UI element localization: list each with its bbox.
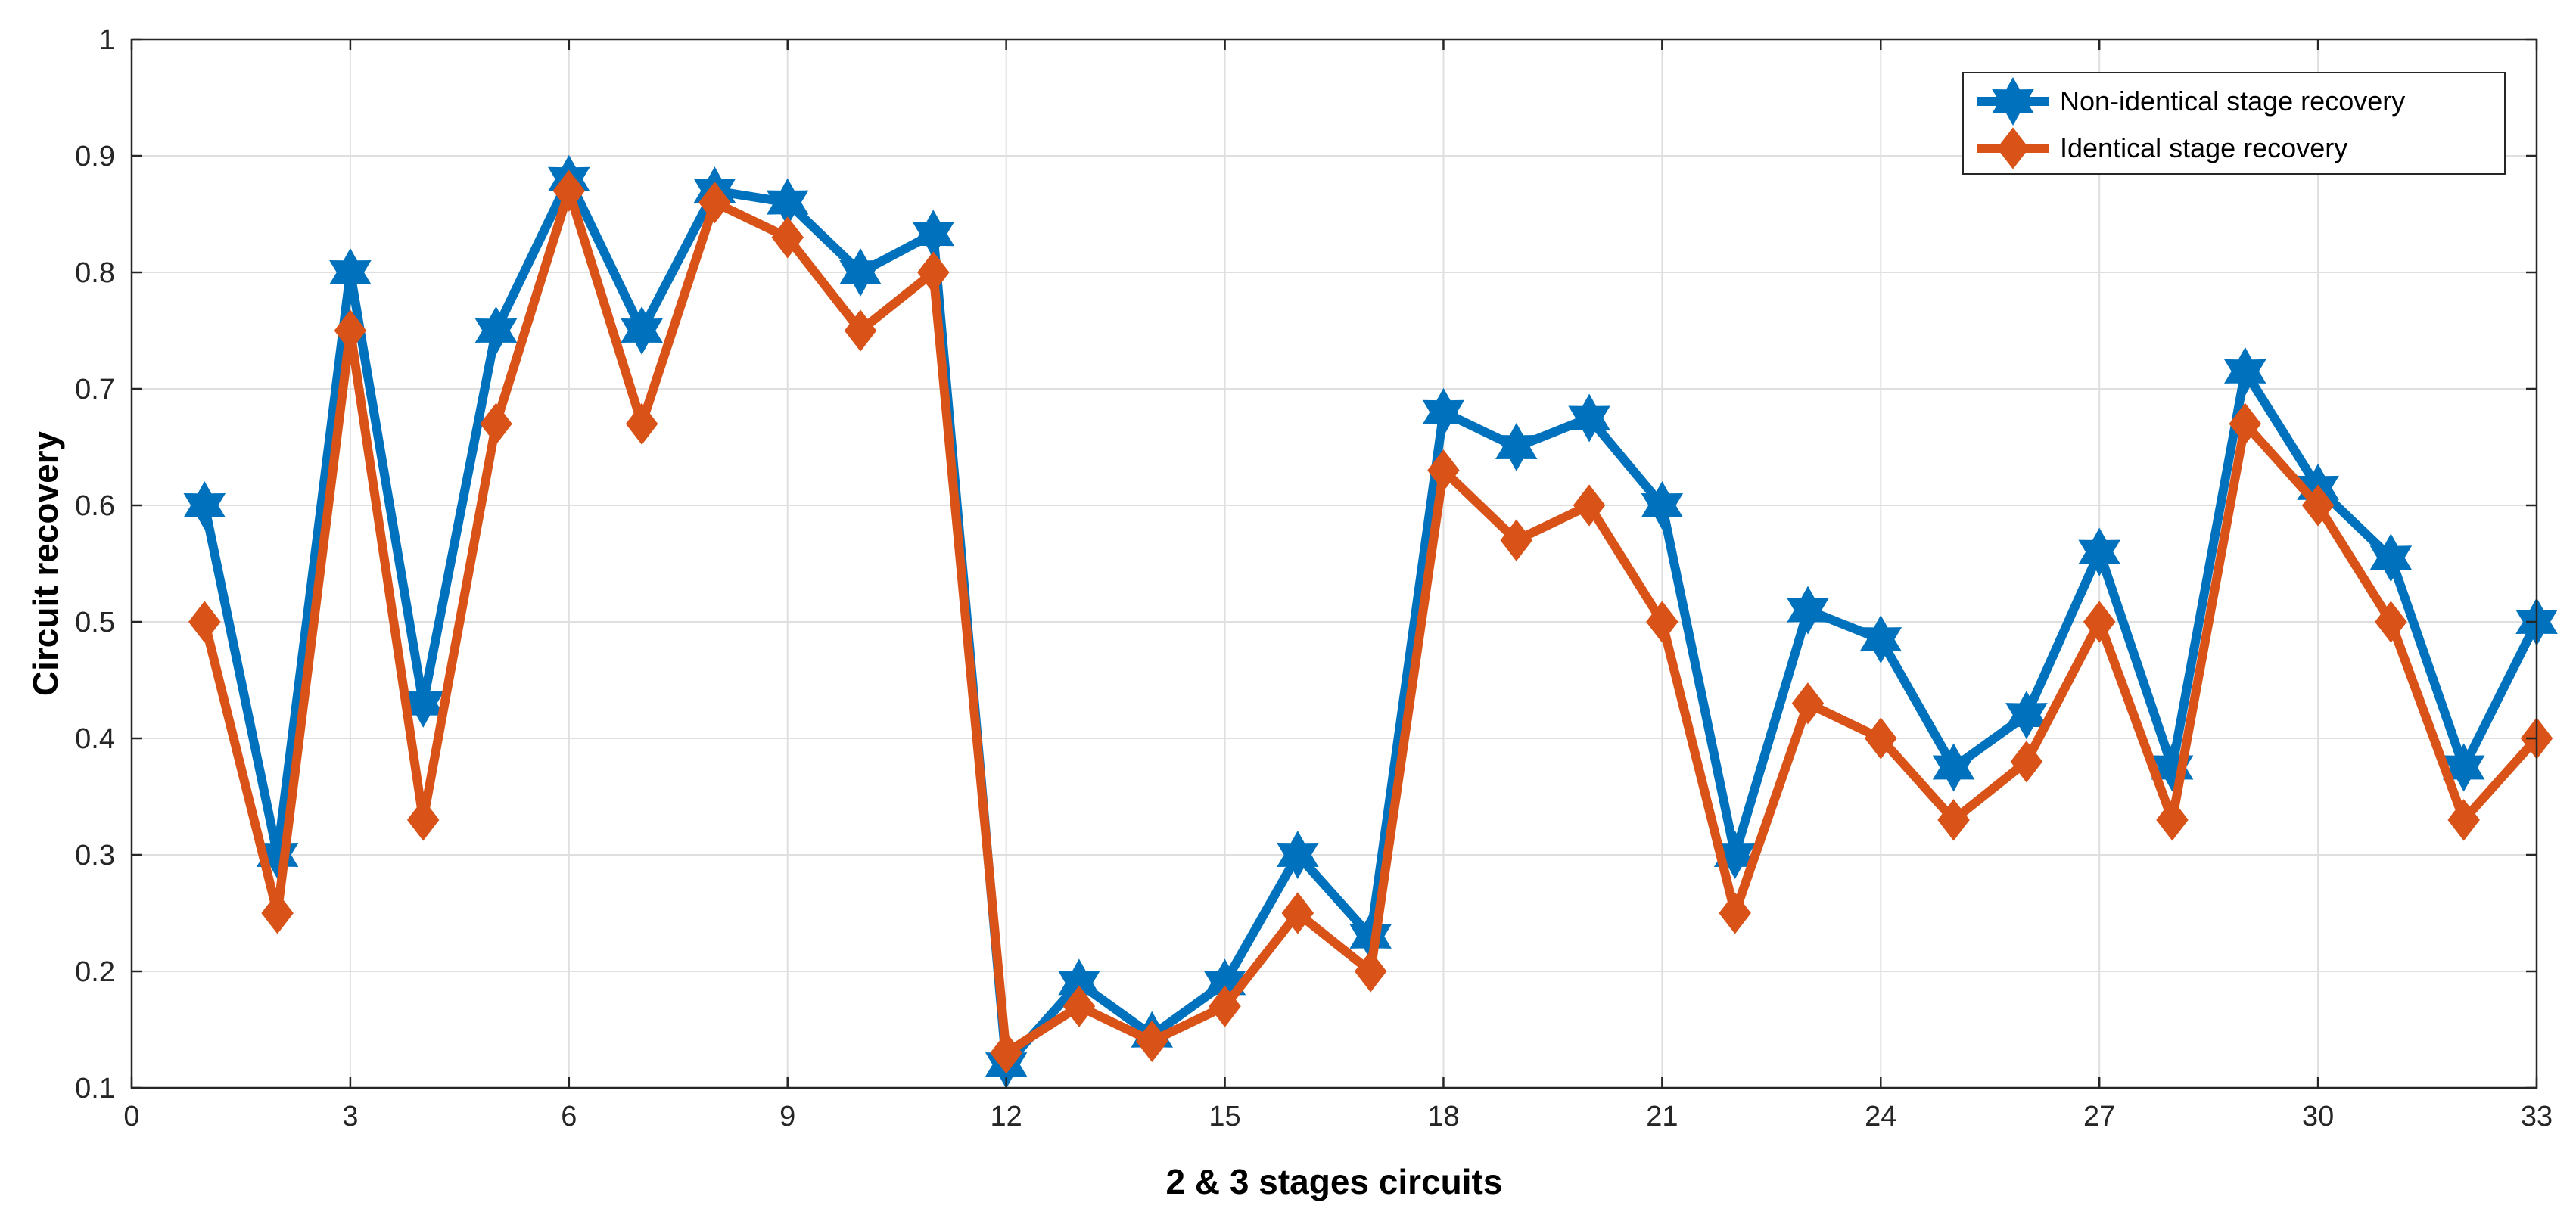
data-point <box>2078 527 2120 576</box>
data-point <box>329 247 372 297</box>
data-point <box>2447 799 2480 841</box>
legend: Non-identical stage recovery Identical st… <box>1962 72 2506 175</box>
x-tick-label: 24 <box>1865 1101 1896 1132</box>
data-point <box>1209 985 1241 1027</box>
data-point <box>1573 484 1606 527</box>
data-point <box>1495 422 1538 472</box>
data-point <box>1646 601 1678 643</box>
data-point <box>1568 393 1610 443</box>
data-point <box>2369 533 2413 583</box>
data-point <box>1277 830 1319 880</box>
data-point <box>183 480 226 530</box>
plot-frame <box>130 38 2538 1089</box>
data-point <box>2005 691 2048 740</box>
data-point <box>474 306 518 356</box>
series-identical <box>188 169 2553 1074</box>
data-point <box>990 1032 1022 1074</box>
legend-marker <box>1996 127 2030 169</box>
legend-box <box>1962 72 2506 175</box>
data-point <box>1865 717 1897 760</box>
data-point <box>406 799 440 841</box>
y-tick-label: 0.1 <box>75 1073 115 1104</box>
legend-label: Non-identical stage recovery <box>2060 85 2405 117</box>
x-tick-label: 6 <box>561 1101 577 1132</box>
data-point <box>1859 615 1902 664</box>
y-tick-label: 1 <box>99 24 115 56</box>
data-point <box>261 892 294 934</box>
y-tick-label: 0.8 <box>75 257 115 289</box>
y-tick-label: 0.4 <box>75 723 115 755</box>
data-point <box>2010 741 2043 783</box>
data-point <box>1500 519 1533 561</box>
axes <box>130 38 2538 1089</box>
data-point <box>917 251 950 294</box>
data-point <box>1932 743 1975 792</box>
data-point <box>1641 480 1684 530</box>
data-point <box>2156 799 2189 841</box>
data-point <box>1937 799 1970 841</box>
x-tick-label: 0 <box>123 1101 139 1132</box>
y-tick-label: 0.2 <box>75 956 115 988</box>
x-tick-label: 9 <box>779 1101 795 1132</box>
data-point <box>1422 387 1465 437</box>
x-tick-label: 18 <box>1427 1101 1459 1132</box>
data-point <box>1787 586 1829 635</box>
x-tick-label: 12 <box>990 1101 1022 1132</box>
data-point <box>552 169 586 212</box>
x-tick-label: 15 <box>1209 1101 1240 1132</box>
x-tick-label: 27 <box>2083 1101 2115 1132</box>
data-point <box>480 402 512 445</box>
data-point <box>625 402 658 445</box>
data-point <box>1281 892 1314 934</box>
y-tick-label: 0.3 <box>75 840 115 871</box>
data-point <box>1354 950 1387 993</box>
data-point <box>334 309 367 352</box>
y-tick-label: 0.7 <box>75 374 115 405</box>
data-point <box>844 309 877 352</box>
data-point <box>1791 682 1825 725</box>
data-point <box>188 601 221 643</box>
data-point <box>621 306 663 356</box>
data-point <box>771 216 804 259</box>
data-point <box>1427 449 1460 492</box>
legend-marker <box>1992 76 2034 126</box>
tick-labels: 0 3 6 9 12 15 18 21 24 27 30 33 0.1 0.2 0.3 0.4 0.5 0.6 0.… <box>75 24 2553 1132</box>
x-tick-label: 33 <box>2521 1101 2553 1132</box>
data-point <box>2375 601 2407 643</box>
y-tick-label: 0.9 <box>75 141 115 172</box>
data-point <box>1062 985 1096 1027</box>
y-axis-title: Circuit recovery <box>26 430 65 696</box>
data-point <box>2224 346 2266 396</box>
legend-label: Identical stage recovery <box>2060 132 2347 163</box>
data-point <box>2083 601 2116 643</box>
data-point <box>698 181 731 224</box>
y-tick-label: 0.6 <box>75 490 115 522</box>
x-tick-label: 3 <box>342 1101 358 1132</box>
x-axis-title: 2 & 3 stages circuits <box>1166 1162 1503 1201</box>
data-point <box>2229 402 2262 445</box>
y-tick-label: 0.5 <box>75 607 115 638</box>
data-point <box>1719 892 1751 934</box>
series-layer <box>183 154 2558 1089</box>
data-point <box>839 247 882 297</box>
x-tick-label: 21 <box>1646 1101 1678 1132</box>
data-point <box>2301 484 2335 527</box>
x-tick-label: 30 <box>2302 1101 2334 1132</box>
data-point <box>1135 1020 1168 1063</box>
